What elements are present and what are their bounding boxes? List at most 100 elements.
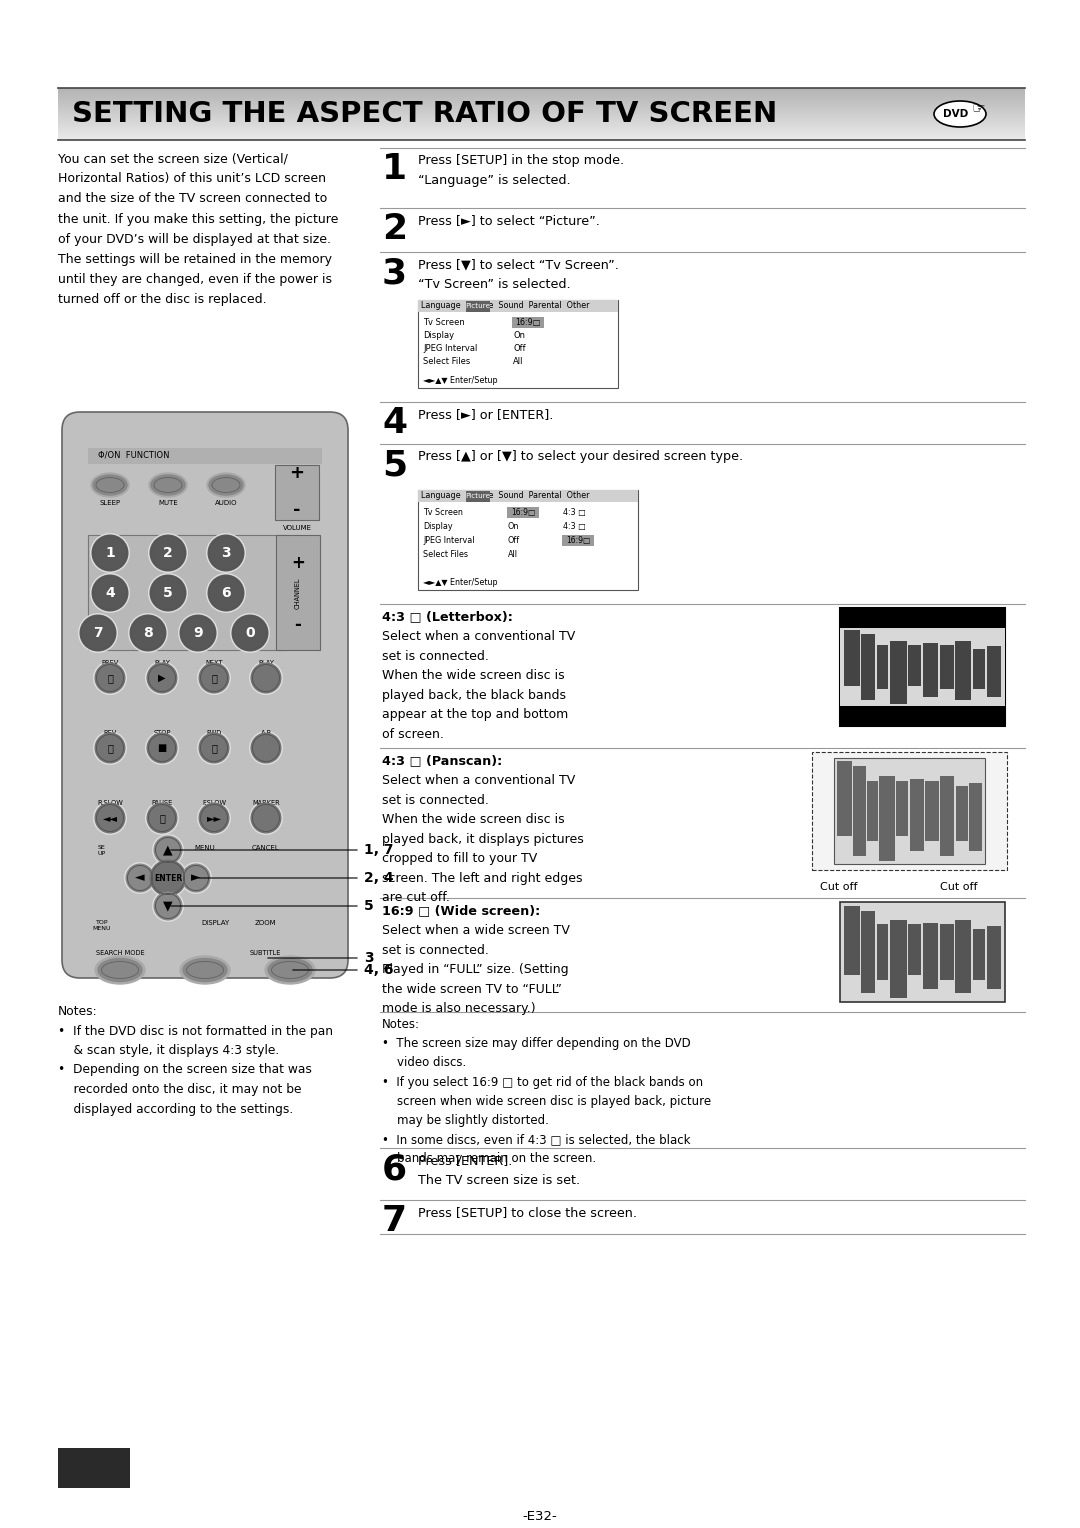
- Text: Press [►] or [ENTER].: Press [►] or [ENTER].: [418, 408, 553, 422]
- Text: 7: 7: [93, 626, 103, 640]
- Bar: [512, 316, 544, 329]
- Text: SETTING THE ASPECT RATIO OF TV SCREEN: SETTING THE ASPECT RATIO OF TV SCREEN: [72, 99, 778, 128]
- Circle shape: [206, 573, 246, 613]
- Text: 16:9□: 16:9□: [515, 318, 541, 327]
- Circle shape: [207, 575, 244, 611]
- Text: You can set the screen size (Vertical/
Horizontal Ratios) of this unit’s LCD scr: You can set the screen size (Vertical/ H…: [58, 151, 338, 307]
- Text: Display: Display: [423, 332, 454, 341]
- Circle shape: [78, 613, 118, 652]
- Text: Notes:
•  The screen size may differ depending on the DVD
    video discs.
•  If: Notes: • The screen size may differ depe…: [382, 1018, 711, 1166]
- Bar: [940, 645, 954, 689]
- Circle shape: [197, 801, 231, 834]
- Text: CHANNEL: CHANNEL: [295, 578, 301, 608]
- Text: NEXT: NEXT: [205, 660, 222, 666]
- Bar: [840, 902, 1005, 1002]
- Ellipse shape: [268, 958, 312, 981]
- Text: Press [SETUP] to close the screen.: Press [SETUP] to close the screen.: [418, 1206, 637, 1219]
- Bar: [861, 634, 876, 700]
- Text: Off: Off: [508, 536, 521, 545]
- Text: 5: 5: [382, 448, 407, 481]
- Bar: [418, 490, 638, 590]
- Circle shape: [145, 730, 179, 766]
- Text: F.SLOW: F.SLOW: [202, 801, 226, 805]
- Circle shape: [179, 614, 216, 651]
- Text: 0: 0: [245, 626, 255, 640]
- Ellipse shape: [183, 958, 227, 981]
- Bar: [956, 785, 968, 840]
- Text: 4: 4: [382, 406, 407, 440]
- Bar: [973, 929, 985, 979]
- Text: 3: 3: [382, 257, 407, 290]
- Text: TOP
MENU: TOP MENU: [93, 920, 111, 931]
- Text: 4:3 □: 4:3 □: [563, 507, 585, 516]
- Circle shape: [147, 732, 177, 764]
- FancyBboxPatch shape: [62, 413, 348, 978]
- Text: Language  Picture  Sound  Parental  Other: Language Picture Sound Parental Other: [421, 301, 590, 310]
- Circle shape: [149, 575, 187, 611]
- Bar: [87, 535, 286, 649]
- Circle shape: [230, 613, 270, 652]
- Bar: [507, 507, 539, 518]
- Circle shape: [251, 663, 282, 694]
- Bar: [840, 608, 1005, 726]
- Circle shape: [149, 859, 187, 897]
- Text: Select Files: Select Files: [423, 358, 470, 367]
- Ellipse shape: [934, 101, 986, 127]
- Circle shape: [148, 859, 188, 898]
- Circle shape: [199, 732, 229, 764]
- Text: 16:9 □ (Wide screen):: 16:9 □ (Wide screen):: [382, 905, 540, 917]
- Bar: [922, 923, 939, 989]
- Text: Notes:
•  If the DVD disc is not formatted in the pan
    & scan style, it displ: Notes: • If the DVD disc is not formatte…: [58, 1005, 333, 1115]
- Text: MARKER: MARKER: [252, 801, 280, 805]
- Text: 2, 4: 2, 4: [364, 871, 393, 885]
- Ellipse shape: [98, 958, 141, 981]
- Text: 3: 3: [364, 950, 374, 966]
- Text: PREV: PREV: [102, 660, 119, 666]
- Text: 4: 4: [105, 587, 114, 601]
- Bar: [969, 782, 982, 851]
- Text: Press [▼] to select “Tv Screen”.
“Tv Screen” is selected.: Press [▼] to select “Tv Screen”. “Tv Scr…: [418, 258, 619, 290]
- Bar: [840, 628, 1005, 706]
- Circle shape: [92, 535, 129, 571]
- Text: CANCEL: CANCEL: [252, 845, 279, 851]
- Circle shape: [145, 662, 179, 695]
- Bar: [867, 781, 878, 840]
- Circle shape: [152, 834, 184, 866]
- Text: 2: 2: [163, 545, 173, 559]
- Circle shape: [199, 663, 229, 694]
- Bar: [922, 643, 939, 697]
- Circle shape: [145, 801, 179, 834]
- Text: ⏩: ⏩: [211, 743, 217, 753]
- Text: AUDIO: AUDIO: [215, 500, 238, 506]
- Circle shape: [130, 614, 166, 651]
- Text: -: -: [294, 501, 300, 520]
- Text: 3: 3: [221, 545, 231, 559]
- Bar: [843, 630, 860, 686]
- Circle shape: [249, 662, 283, 695]
- Text: Select when a conventional TV
set is connected.
When the wide screen disc is
pla: Select when a conventional TV set is con…: [382, 775, 584, 905]
- Bar: [987, 646, 1001, 697]
- Bar: [465, 301, 490, 312]
- Text: ►►: ►►: [206, 813, 221, 824]
- Text: SUBTITLE: SUBTITLE: [249, 950, 281, 957]
- Text: ▲: ▲: [163, 843, 173, 857]
- Circle shape: [148, 533, 188, 573]
- Text: ◄: ◄: [135, 871, 145, 885]
- Ellipse shape: [151, 475, 185, 495]
- Bar: [908, 645, 921, 686]
- Ellipse shape: [265, 957, 315, 984]
- Circle shape: [206, 533, 246, 573]
- Bar: [877, 645, 888, 689]
- Text: 4:3 □: 4:3 □: [563, 523, 585, 532]
- Circle shape: [93, 801, 127, 834]
- Ellipse shape: [207, 474, 245, 497]
- Text: -: -: [295, 616, 301, 634]
- Text: Cut off: Cut off: [820, 882, 858, 892]
- Circle shape: [180, 862, 212, 894]
- Text: Off: Off: [513, 344, 526, 353]
- Bar: [418, 299, 618, 312]
- Text: ⏸: ⏸: [159, 813, 165, 824]
- Circle shape: [149, 535, 187, 571]
- Text: PLAY
MODE: PLAY MODE: [256, 660, 276, 672]
- Circle shape: [249, 801, 283, 834]
